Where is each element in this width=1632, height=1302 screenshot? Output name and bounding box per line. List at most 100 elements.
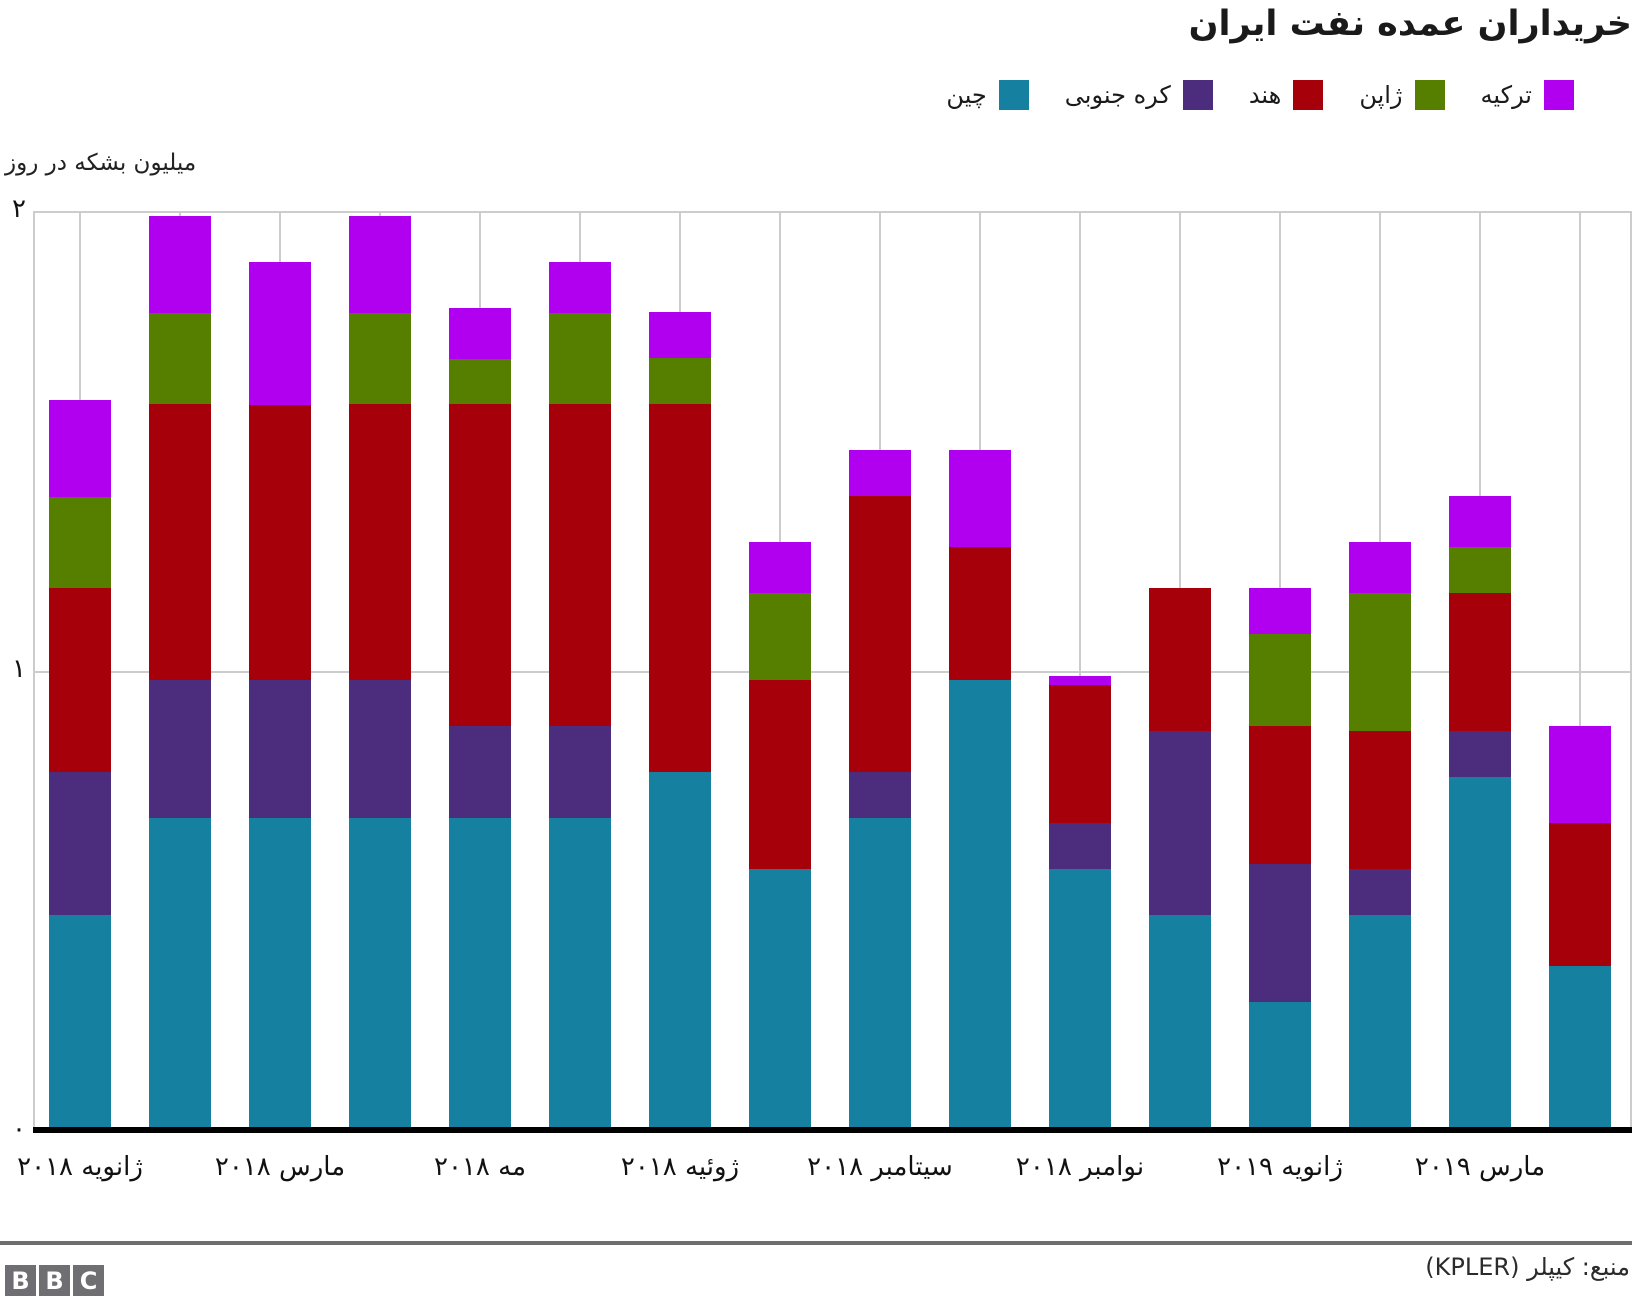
legend-swatch-icon	[1182, 80, 1213, 110]
h-gridline	[33, 211, 1632, 213]
bar-segment-چین	[1149, 915, 1211, 1131]
x-tick-label: ژوئیه ۲۰۱۸	[620, 1152, 740, 1182]
x-tick-label: سیتامبر ۲۰۱۸	[807, 1152, 953, 1182]
bar-segment-ژاپن	[1349, 593, 1411, 731]
bar-segment-ژاپن	[49, 496, 111, 588]
bar-segment-ژاپن	[649, 358, 711, 404]
bar-segment-کره جنوبی	[1249, 864, 1311, 1002]
legend-swatch-icon	[1414, 80, 1445, 110]
x-axis-baseline	[33, 1127, 1632, 1133]
bar-segment-ترکیه	[449, 308, 511, 359]
legend-label: کره جنوبی	[1064, 81, 1171, 109]
x-tick-label: مارس ۲۰۱۹	[1414, 1152, 1546, 1182]
bar-segment-ترکیه	[649, 312, 711, 358]
bar-segment-کره جنوبی	[349, 680, 411, 818]
bar-segment-ترکیه	[1249, 588, 1311, 634]
bar-segment-کره جنوبی	[49, 772, 111, 915]
bar-segment-هند	[549, 404, 611, 726]
chart-title: خریداران عمده نفت ایران	[1188, 4, 1632, 44]
footer-divider	[0, 1241, 1632, 1245]
bar-segment-چین	[349, 818, 411, 1131]
legend-label: ترکیه	[1480, 81, 1532, 109]
plot-left-border	[33, 211, 35, 1127]
bar-segment-هند	[149, 404, 211, 680]
bar-segment-چین	[249, 818, 311, 1131]
bar-segment-هند	[949, 547, 1011, 680]
bar-segment-چین	[1249, 1002, 1311, 1131]
plot-right-border	[1630, 211, 1632, 1127]
bar-segment-کره جنوبی	[449, 726, 511, 818]
bar-segment-چین	[649, 772, 711, 1131]
bar-segment-ترکیه	[1049, 676, 1111, 685]
bar-segment-هند	[849, 496, 911, 772]
legend-label: ژاپن	[1359, 81, 1403, 109]
bar-segment-هند	[249, 404, 311, 680]
bar-segment-ترکیه	[549, 262, 611, 313]
legend-item: چین	[946, 80, 1029, 110]
y-axis-title: میلیون بشکه در روز	[5, 150, 197, 176]
bar-segment-چین	[1449, 777, 1511, 1131]
bar-segment-ترکیه	[149, 216, 211, 313]
legend: ترکیه ژاپن هند کره جنوبی چین	[946, 80, 1574, 110]
legend-label: هند	[1248, 81, 1282, 109]
bar-segment-ترکیه	[849, 450, 911, 496]
bar-segment-چین	[1549, 965, 1611, 1131]
bar-segment-هند	[1149, 588, 1211, 731]
bar-segment-هند	[749, 680, 811, 869]
bar-segment-هند	[49, 588, 111, 772]
x-tick-label: ژانویه ۲۰۱۹	[1217, 1152, 1343, 1182]
bar-segment-ژاپن	[1249, 634, 1311, 726]
bar-segment-کره جنوبی	[849, 772, 911, 818]
bar-segment-کره جنوبی	[1449, 731, 1511, 777]
y-tick-label: ۱	[12, 654, 26, 684]
bbc-logo-block: C	[73, 1265, 104, 1296]
bar-segment-کره جنوبی	[1149, 731, 1211, 915]
bar-segment-هند	[349, 404, 411, 680]
bar-segment-هند	[1349, 731, 1411, 869]
bar-segment-ترکیه	[249, 262, 311, 405]
legend-item: ژاپن	[1359, 80, 1445, 110]
bar-segment-کره جنوبی	[1049, 823, 1111, 869]
bar-segment-چین	[949, 680, 1011, 1131]
bar-segment-ژاپن	[549, 312, 611, 404]
bar-segment-ژاپن	[1449, 547, 1511, 593]
bar-segment-کره جنوبی	[549, 726, 611, 818]
bbc-logo-block: B	[39, 1265, 70, 1296]
bar-segment-چین	[749, 869, 811, 1131]
x-tick-label: نوامبر ۲۰۱۸	[1015, 1152, 1145, 1182]
x-tick-label: ژانویه ۲۰۱۸	[17, 1152, 143, 1182]
bar-segment-ژاپن	[449, 358, 511, 404]
v-gridline	[1079, 211, 1081, 1127]
bar-segment-چین	[49, 915, 111, 1131]
bbc-logo-block: B	[5, 1265, 36, 1296]
bar-segment-ژاپن	[349, 312, 411, 404]
bar-segment-ژاپن	[149, 312, 211, 404]
bar-segment-چین	[449, 818, 511, 1131]
bar-segment-هند	[649, 404, 711, 772]
h-gridline	[33, 671, 1632, 673]
bar-segment-هند	[449, 404, 511, 726]
legend-item: هند	[1249, 80, 1324, 110]
legend-swatch-icon	[1544, 80, 1574, 110]
bar-segment-چین	[149, 818, 211, 1131]
legend-swatch-icon	[998, 80, 1029, 110]
bar-segment-ترکیه	[1549, 726, 1611, 823]
legend-item: ترکیه	[1481, 80, 1574, 110]
bar-segment-چین	[1349, 915, 1411, 1131]
y-tick-label: ۲	[12, 194, 26, 224]
bar-segment-چین	[549, 818, 611, 1131]
bar-segment-هند	[1549, 823, 1611, 966]
x-tick-label: مه ۲۰۱۸	[434, 1152, 526, 1182]
x-tick-label: مارس ۲۰۱۸	[214, 1152, 346, 1182]
bar-segment-ترکیه	[749, 542, 811, 593]
bar-segment-ترکیه	[949, 450, 1011, 547]
bar-segment-چین	[1049, 869, 1111, 1131]
y-tick-label: ۰	[12, 1114, 26, 1144]
source-text: منبع: کیپلر (KPLER)	[1425, 1253, 1630, 1281]
legend-label: چین	[946, 81, 987, 109]
bar-segment-هند	[1249, 726, 1311, 864]
legend-item: کره جنوبی	[1065, 80, 1213, 110]
bar-segment-هند	[1049, 685, 1111, 823]
